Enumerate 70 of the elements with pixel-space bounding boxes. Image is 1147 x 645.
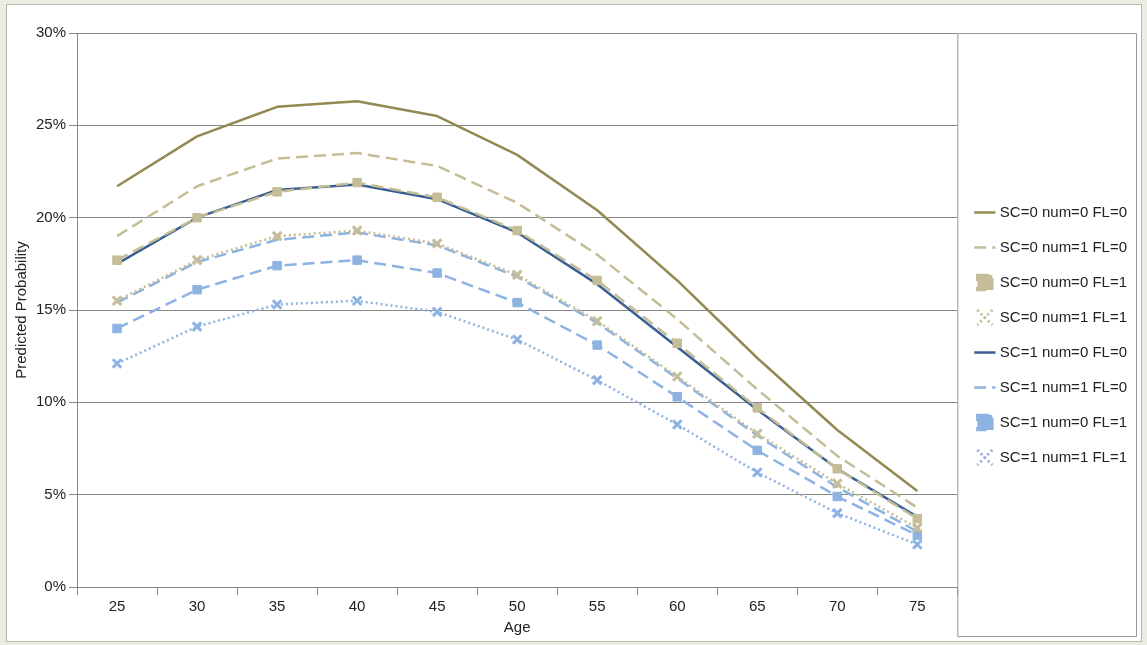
y-tick-label: 20% bbox=[35, 207, 67, 225]
point bbox=[751, 427, 764, 440]
point bbox=[112, 323, 122, 334]
y-axis-title: Predicted Probability bbox=[12, 240, 30, 379]
point bbox=[591, 374, 603, 386]
x-tick-label: 50 bbox=[508, 597, 526, 615]
point bbox=[192, 212, 202, 223]
point bbox=[591, 315, 603, 327]
point bbox=[431, 306, 443, 318]
x-tick-label: 55 bbox=[588, 597, 606, 615]
legend-label: SC=0 num=1 FL=0 bbox=[999, 237, 1128, 255]
y-tick-label: 15% bbox=[35, 300, 67, 318]
point bbox=[511, 333, 523, 346]
point bbox=[751, 466, 764, 479]
x-tick-label: 45 bbox=[428, 597, 446, 615]
point bbox=[912, 513, 923, 524]
point bbox=[111, 295, 123, 307]
point bbox=[752, 403, 763, 413]
legend-label: SC=1 num=0 FL=1 bbox=[999, 412, 1128, 430]
x-tick-label: 35 bbox=[268, 597, 286, 615]
point bbox=[672, 338, 682, 348]
legend-label: SC=1 num=1 FL=1 bbox=[999, 447, 1128, 465]
x-tick-label: 25 bbox=[108, 597, 126, 615]
point bbox=[272, 187, 282, 197]
point bbox=[432, 192, 442, 203]
point bbox=[831, 507, 844, 519]
point bbox=[832, 464, 843, 474]
point bbox=[512, 225, 522, 236]
y-tick-label: 30% bbox=[35, 23, 67, 41]
legend-label: SC=1 num=1 FL=0 bbox=[999, 377, 1128, 395]
point bbox=[672, 392, 682, 402]
x-tick-label: 75 bbox=[908, 597, 926, 615]
x-tick-label: 60 bbox=[668, 597, 686, 615]
point bbox=[191, 320, 203, 333]
point bbox=[112, 255, 122, 265]
legend-label: SC=0 num=0 FL=1 bbox=[999, 272, 1128, 290]
point bbox=[352, 177, 362, 188]
point bbox=[592, 275, 602, 286]
x-axis-title: Age bbox=[503, 618, 531, 636]
x-tick-label: 40 bbox=[348, 597, 366, 615]
y-tick-label: 25% bbox=[35, 115, 67, 133]
legend-label: SC=1 num=0 FL=0 bbox=[999, 342, 1128, 360]
point bbox=[271, 298, 283, 311]
point bbox=[432, 268, 442, 278]
x-tick-label: 30 bbox=[188, 597, 206, 615]
point bbox=[671, 418, 683, 431]
point bbox=[191, 254, 203, 266]
point bbox=[752, 445, 763, 456]
point bbox=[271, 230, 283, 242]
point bbox=[272, 260, 282, 271]
point bbox=[431, 237, 443, 250]
point bbox=[351, 224, 363, 237]
point bbox=[592, 340, 602, 350]
point bbox=[831, 477, 844, 490]
point bbox=[192, 284, 202, 295]
x-tick-label: 70 bbox=[828, 597, 846, 615]
point bbox=[352, 255, 362, 265]
point bbox=[511, 269, 523, 281]
y-tick-label: 0% bbox=[44, 577, 67, 595]
point bbox=[351, 295, 363, 307]
point bbox=[111, 357, 123, 370]
y-tick-label: 10% bbox=[35, 392, 67, 410]
y-tick-label: 5% bbox=[44, 484, 67, 502]
legend-label: SC=0 num=0 FL=0 bbox=[999, 202, 1128, 220]
x-tick-label: 65 bbox=[748, 597, 766, 615]
point bbox=[512, 297, 522, 308]
point bbox=[832, 491, 843, 502]
point bbox=[671, 370, 683, 383]
point bbox=[911, 522, 924, 534]
legend-label: SC=0 num=1 FL=1 bbox=[999, 307, 1128, 325]
